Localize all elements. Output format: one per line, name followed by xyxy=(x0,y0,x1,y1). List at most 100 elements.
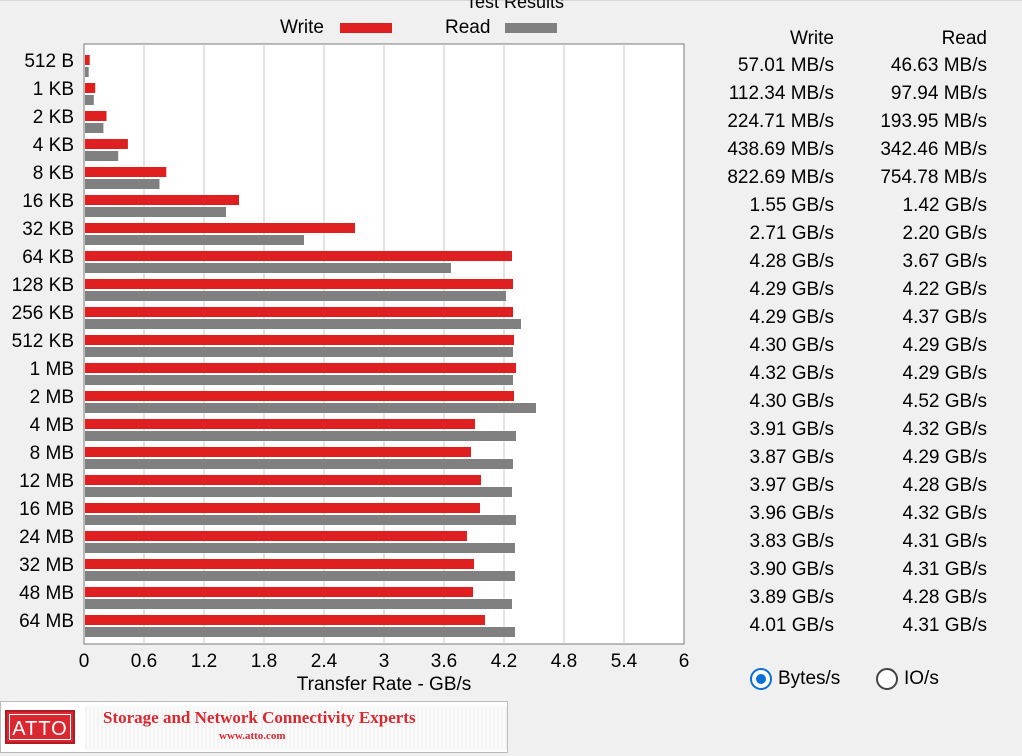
read-result: 4.31 GB/s xyxy=(902,559,988,580)
x-tick-label: 3 xyxy=(379,651,390,672)
category-label: 32 MB xyxy=(19,555,74,576)
x-tick-label: 5.4 xyxy=(611,651,638,672)
category-label: 8 MB xyxy=(30,443,74,464)
bar-read xyxy=(85,263,451,273)
banner-tagline: Storage and Network Connectivity Experts xyxy=(103,708,416,727)
bar-read xyxy=(85,403,536,413)
x-tick-label: 0 xyxy=(79,651,90,672)
category-label: 256 KB xyxy=(12,303,74,324)
io-per-second-radio[interactable]: IO/s xyxy=(876,668,939,690)
x-tick-label: 4.8 xyxy=(551,651,577,672)
panel-border xyxy=(0,0,1022,5)
radio-button[interactable] xyxy=(876,668,898,690)
bar-write xyxy=(85,391,514,401)
x-tick-label: 0.6 xyxy=(131,651,157,672)
bar-read xyxy=(85,627,515,637)
bar-write xyxy=(85,307,513,317)
read-result: 97.94 MB/s xyxy=(890,83,987,104)
category-label: 4 KB xyxy=(33,135,74,156)
bar-write xyxy=(85,559,474,569)
read-result: 3.67 GB/s xyxy=(902,251,988,272)
category-label: 64 MB xyxy=(19,611,74,632)
write-result: 4.29 GB/s xyxy=(749,279,835,300)
read-result: 46.63 MB/s xyxy=(890,55,987,76)
category-label: 32 KB xyxy=(22,219,74,240)
bar-read xyxy=(85,459,513,469)
bar-write xyxy=(85,531,467,541)
chart-title: Test Results xyxy=(465,0,565,12)
bar-write xyxy=(85,615,485,625)
write-result: 4.30 GB/s xyxy=(749,391,835,412)
write-result: 3.83 GB/s xyxy=(749,531,835,552)
bar-read xyxy=(85,123,104,133)
bytes-per-second-label: Bytes/s xyxy=(778,668,841,689)
x-tick-label: 3.6 xyxy=(431,651,457,672)
bar-read xyxy=(85,487,512,497)
bar-write xyxy=(85,251,512,261)
read-result: 4.52 GB/s xyxy=(902,391,988,412)
read-result: 1.42 GB/s xyxy=(902,195,988,216)
bar-read xyxy=(85,235,304,245)
bar-write xyxy=(85,167,167,177)
bar-chart: 0 0.6 1.2 1.8 2.4 3 3.6 4.2 4.8 5.4 6 512 B 1 KB 2 KB… xyxy=(12,43,690,672)
read-result: 4.29 GB/s xyxy=(902,335,988,356)
write-result: 1.55 GB/s xyxy=(749,195,835,216)
read-result: 4.32 GB/s xyxy=(902,503,988,524)
write-result: 224.71 MB/s xyxy=(727,111,834,132)
write-result: 112.34 MB/s xyxy=(728,83,834,104)
bar-read xyxy=(85,347,513,357)
category-label: 24 MB xyxy=(19,527,74,548)
bar-write xyxy=(85,475,481,485)
category-label: 1 MB xyxy=(30,359,74,380)
atto-banner[interactable]: ATTO Storage and Network Connectivity Ex… xyxy=(0,701,508,753)
read-result: 4.32 GB/s xyxy=(902,419,988,440)
write-result: 3.87 GB/s xyxy=(749,447,835,468)
bar-read xyxy=(85,515,516,525)
bar-write xyxy=(85,363,516,373)
bar-write xyxy=(85,195,239,205)
read-result: 193.95 MB/s xyxy=(880,111,987,132)
bar-write xyxy=(85,279,513,289)
legend-write-swatch xyxy=(340,23,392,33)
bar-write xyxy=(85,83,96,93)
category-label: 16 MB xyxy=(19,499,74,520)
write-result: 4.32 GB/s xyxy=(749,363,835,384)
read-result: 754.78 MB/s xyxy=(880,167,987,188)
write-result: 3.90 GB/s xyxy=(749,559,835,580)
bytes-per-second-radio[interactable]: Bytes/s xyxy=(750,668,840,690)
atto-logo: ATTO xyxy=(5,710,75,744)
write-result: 4.28 GB/s xyxy=(749,251,835,272)
io-per-second-label: IO/s xyxy=(904,668,939,689)
bar-write xyxy=(85,419,475,429)
write-result: 3.89 GB/s xyxy=(749,587,835,608)
bar-write xyxy=(85,447,471,457)
read-column-header: Read xyxy=(941,28,987,49)
banner-background xyxy=(85,706,507,750)
category-label: 64 KB xyxy=(22,247,74,268)
read-result: 4.31 GB/s xyxy=(902,615,988,636)
write-result: 3.96 GB/s xyxy=(749,503,835,524)
bar-read xyxy=(85,319,521,329)
category-label: 16 KB xyxy=(22,191,74,212)
x-tick-label: 4.2 xyxy=(491,651,517,672)
bar-write xyxy=(85,587,473,597)
bar-read xyxy=(85,67,89,77)
radio-button[interactable] xyxy=(750,668,772,690)
write-result: 4.29 GB/s xyxy=(749,307,835,328)
bar-write xyxy=(85,111,107,121)
write-result: 438.69 MB/s xyxy=(727,139,834,160)
legend-write-label: Write xyxy=(280,17,324,38)
write-result: 3.97 GB/s xyxy=(749,475,835,496)
read-result: 4.28 GB/s xyxy=(902,475,988,496)
x-tick-label: 6 xyxy=(679,651,690,672)
bar-write xyxy=(85,503,480,513)
banner-url[interactable]: www.atto.com xyxy=(219,730,286,742)
category-label: 2 MB xyxy=(30,387,74,408)
bar-write xyxy=(85,335,514,345)
x-tick-label: 1.2 xyxy=(191,651,217,672)
category-label: 1 KB xyxy=(33,79,74,100)
bar-read xyxy=(85,543,515,553)
read-result: 4.29 GB/s xyxy=(902,363,988,384)
category-label: 2 KB xyxy=(33,107,74,128)
category-label: 48 MB xyxy=(19,583,74,604)
